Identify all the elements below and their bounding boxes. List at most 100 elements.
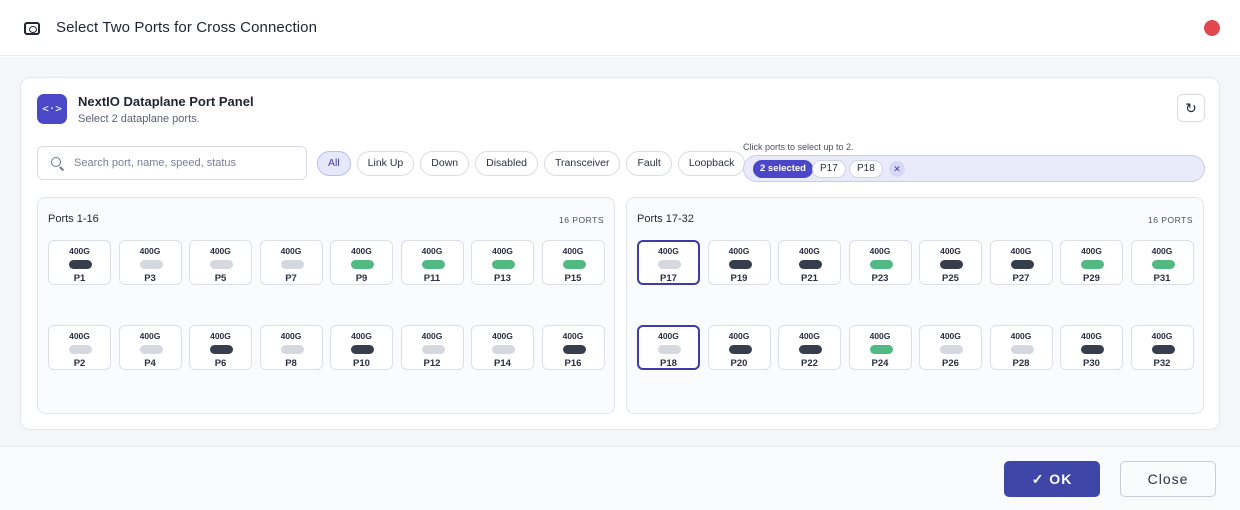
search-icon <box>51 157 61 167</box>
port-label: P24 <box>871 358 889 369</box>
port-status-led-icon <box>139 260 163 269</box>
port-speed: 400G <box>799 331 820 341</box>
port-tile-p32[interactable]: 400G P32 <box>1130 325 1194 370</box>
port-status-led-icon <box>421 260 445 269</box>
port-tile-p16[interactable]: 400G P16 <box>541 325 605 370</box>
port-speed: 400G <box>1081 246 1102 256</box>
dialog-header: Select Two Ports for Cross Connection <box>0 0 1240 56</box>
port-speed: 400G <box>1010 331 1032 341</box>
port-tile-p7[interactable]: 400G P7 <box>259 240 323 285</box>
port-speed: 400G <box>69 331 90 341</box>
port-status-led-icon <box>1151 345 1175 354</box>
port-tile-p5[interactable]: 400G P5 <box>189 240 252 285</box>
refresh-button[interactable]: ↻ <box>1177 94 1205 122</box>
filter-chip-disabled[interactable]: Disabled <box>475 151 538 176</box>
filter-chip-all[interactable]: All <box>317 151 351 176</box>
port-tile-p12[interactable]: 400G P12 <box>400 325 464 370</box>
port-tile-p22[interactable]: 400G P22 <box>778 325 841 370</box>
filter-chip-link-up[interactable]: Link Up <box>356 151 415 176</box>
port-label: P25 <box>942 273 959 284</box>
selected-port-tag-p17[interactable]: P17 <box>812 160 846 178</box>
dialog-footer: ✓ OK Close <box>0 446 1240 510</box>
close-button[interactable]: Close <box>1120 461 1216 497</box>
selected-port-tag-p18[interactable]: P18 <box>849 160 883 178</box>
port-status-led-icon <box>280 345 304 354</box>
ok-button[interactable]: ✓ OK <box>1004 461 1100 497</box>
port-status-led-icon <box>869 345 893 354</box>
port-speed: 400G <box>351 246 372 256</box>
port-speed: 400G <box>940 246 961 256</box>
port-tile-p2[interactable]: 400G P2 <box>48 325 111 370</box>
port-speed: 400G <box>280 331 302 341</box>
port-speed: 400G <box>492 246 513 256</box>
port-tile-p14[interactable]: 400G P14 <box>471 325 534 370</box>
panel-subtitle: Select 2 dataplane ports. <box>78 113 200 125</box>
port-tile-p31[interactable]: 400G P31 <box>1130 240 1194 285</box>
port-tile-p10[interactable]: 400G P10 <box>330 325 393 370</box>
clear-selection-icon[interactable]: ✕ <box>889 161 905 177</box>
close-dot-button[interactable] <box>1204 20 1220 36</box>
filter-chip-fault[interactable]: Fault <box>626 151 672 176</box>
port-status-led-icon <box>799 345 822 354</box>
search-box[interactable] <box>37 146 307 180</box>
port-status-led-icon <box>1010 260 1034 269</box>
port-tile-p11[interactable]: 400G P11 <box>400 240 464 285</box>
port-tile-p6[interactable]: 400G P6 <box>189 325 252 370</box>
selection-bar: 2 selected P17 P18 ✕ <box>743 155 1205 182</box>
port-status-led-icon <box>351 345 374 354</box>
search-input[interactable] <box>74 155 298 171</box>
port-speed: 400G <box>728 331 750 341</box>
port-label: P2 <box>73 358 86 369</box>
port-status-led-icon <box>492 260 515 269</box>
port-status-led-icon <box>280 260 304 269</box>
panel-title: NextIO Dataplane Port Panel <box>78 94 254 109</box>
port-tile-p18[interactable]: 400G P18 <box>637 325 700 370</box>
port-tile-p30[interactable]: 400G P30 <box>1060 325 1123 370</box>
port-status-led-icon <box>492 345 515 354</box>
port-tile-p24[interactable]: 400G P24 <box>848 325 912 370</box>
port-label: P17 <box>660 273 677 284</box>
port-label: P29 <box>1083 273 1100 284</box>
port-speed: 400G <box>421 246 443 256</box>
port-status-led-icon <box>728 260 752 269</box>
port-label: P15 <box>564 273 582 284</box>
port-tile-p21[interactable]: 400G P21 <box>778 240 841 285</box>
port-tile-p4[interactable]: 400G P4 <box>118 325 182 370</box>
port-label: P16 <box>564 358 582 369</box>
port-speed: 400G <box>139 331 161 341</box>
group-title: Ports 17-32 <box>637 213 694 225</box>
port-speed: 400G <box>562 331 584 341</box>
port-status-led-icon <box>1081 260 1104 269</box>
port-tile-p9[interactable]: 400G P9 <box>330 240 393 285</box>
port-label: P18 <box>660 358 677 369</box>
port-status-led-icon <box>210 260 233 269</box>
port-tile-p19[interactable]: 400G P19 <box>707 240 771 285</box>
port-tile-p13[interactable]: 400G P13 <box>471 240 534 285</box>
port-tile-p29[interactable]: 400G P29 <box>1060 240 1123 285</box>
port-tile-p27[interactable]: 400G P27 <box>989 240 1053 285</box>
port-speed: 400G <box>69 246 90 256</box>
port-label: P28 <box>1012 358 1030 369</box>
port-tile-p28[interactable]: 400G P28 <box>989 325 1053 370</box>
filter-chip-loopback[interactable]: Loopback <box>677 151 746 176</box>
port-label: P31 <box>1153 273 1171 284</box>
port-tile-p26[interactable]: 400G P26 <box>919 325 982 370</box>
port-tile-p8[interactable]: 400G P8 <box>259 325 323 370</box>
port-tile-p23[interactable]: 400G P23 <box>848 240 912 285</box>
dialog-title: Select Two Ports for Cross Connection <box>56 19 318 36</box>
filter-chip-down[interactable]: Down <box>420 151 470 176</box>
port-status-led-icon <box>940 345 963 354</box>
port-tile-p25[interactable]: 400G P25 <box>919 240 982 285</box>
port-speed: 400G <box>421 331 443 341</box>
port-tile-p20[interactable]: 400G P20 <box>707 325 771 370</box>
port-tile-p15[interactable]: 400G P15 <box>541 240 605 285</box>
port-tile-p1[interactable]: 400G P1 <box>48 240 111 285</box>
port-status-led-icon <box>139 345 163 354</box>
port-speed: 400G <box>210 331 231 341</box>
port-label: P7 <box>285 273 297 284</box>
port-tile-p17[interactable]: 400G P17 <box>637 240 700 285</box>
filter-chip-transceiver[interactable]: Transceiver <box>544 151 621 176</box>
port-status-led-icon <box>940 260 963 269</box>
port-tile-p3[interactable]: 400G P3 <box>118 240 182 285</box>
port-status-led-icon <box>658 345 681 354</box>
